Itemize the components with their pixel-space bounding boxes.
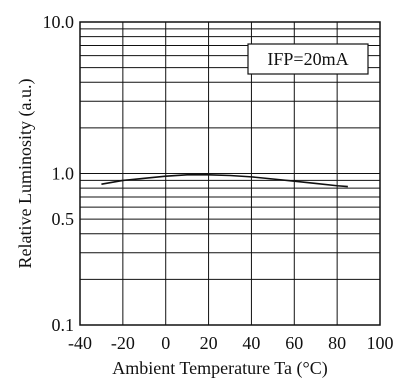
x-tick-label: 60 [285,333,303,353]
y-tick-label: 0.5 [52,209,75,229]
x-tick-labels: -40 -20 0 20 40 60 80 100 [68,333,394,353]
legend: IFP=20mA [247,43,369,75]
x-axis-label: Ambient Temperature Ta (°C) [112,358,327,379]
legend-label: IFP=20mA [267,49,348,69]
y-axis-label: Relative Luminosity (a.u.) [15,79,36,269]
y-tick-label: 1.0 [52,164,75,184]
y-tick-label: 10.0 [43,12,75,32]
y-tick-label: 0.1 [52,315,75,335]
x-tick-label: 100 [367,333,394,353]
y-tick-labels: 10.0 1.0 0.5 0.1 [43,12,75,335]
plot-frame [79,21,381,326]
x-tick-label: 0 [161,333,170,353]
series-layer [101,174,348,188]
x-tick-label: 80 [328,333,346,353]
legend-box [247,43,369,75]
x-tick-label: -20 [111,333,135,353]
x-tick-label: 40 [242,333,260,353]
x-tick-label: 20 [200,333,218,353]
series-line [101,174,348,188]
x-tick-label: -40 [68,333,92,353]
